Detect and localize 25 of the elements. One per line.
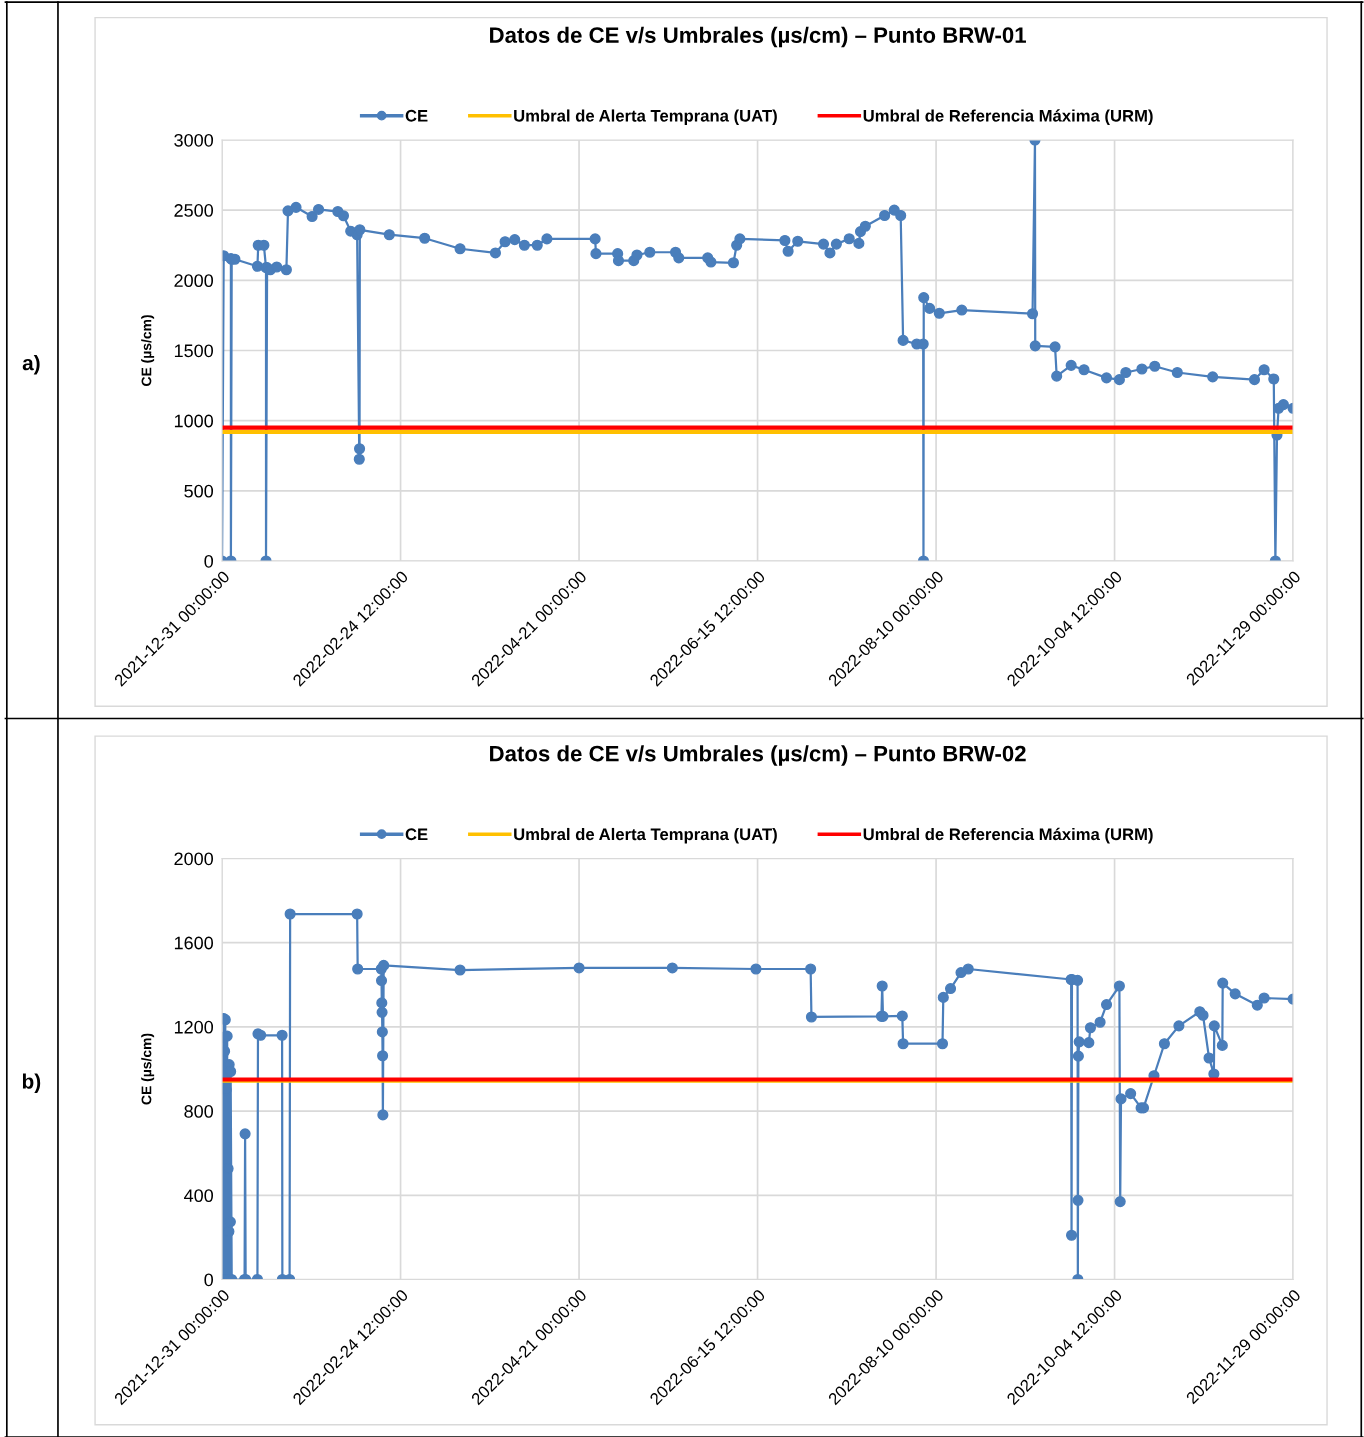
y-tick-label: 3000 [174,133,214,147]
chart-title: Datos de CE v/s Umbrales (µs/cm) – Punto BRW-01 [490,26,1026,48]
chart-title: Datos de CE v/s Umbrales (µs/cm) – Punto BRW-02 [490,745,1026,766]
y-tick-label: 1500 [174,344,214,358]
legend-label: Umbral de Referencia Máxima (URM) [863,109,1153,125]
y-tick-label: 2000 [174,852,214,866]
y-axis-title: CE (µs/cm) [141,315,155,386]
y-tick-label: 400 [184,1189,214,1203]
legend-label: Umbral de Alerta Temprana (UAT) [514,109,777,125]
y-axis-title: CE (µs/cm) [141,1033,155,1105]
y-tick-label: 0 [204,554,214,568]
y-tick-label: 2000 [174,274,214,288]
legend-label: Umbral de Referencia Máxima (URM) [863,827,1153,844]
y-tick-label: 1200 [174,1020,214,1034]
y-tick-label: 2500 [174,204,214,217]
y-tick-label: 500 [184,484,214,498]
y-tick-label: 0 [204,1273,214,1287]
legend-label: CE [405,109,428,122]
y-tick-label: 1600 [174,936,214,950]
legend-label: Umbral de Alerta Temprana (UAT) [514,827,777,844]
text: a) [22,355,40,375]
text: b) [22,1073,41,1093]
legend-label: CE [405,828,428,841]
y-tick-label: 800 [184,1105,214,1118]
y-tick-label: 1000 [174,414,214,428]
